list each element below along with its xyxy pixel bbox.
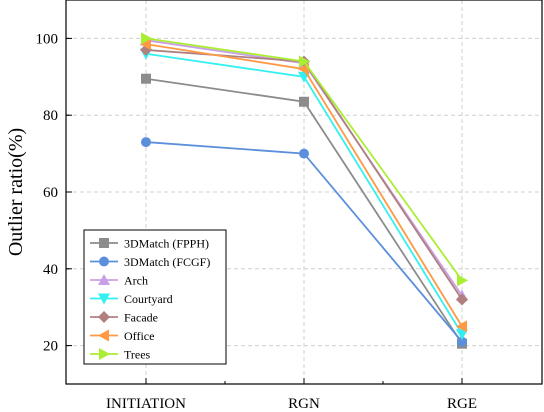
y-tick-label: 40 bbox=[43, 262, 58, 278]
data-point bbox=[299, 55, 310, 68]
legend: 3DMatch (FPPH) 3DMatch (FCGF) Arch Courtyar… bbox=[83, 229, 227, 365]
y-tick-label: 20 bbox=[43, 339, 58, 355]
series-layer bbox=[140, 32, 468, 349]
data-point bbox=[299, 148, 309, 159]
legend-label: Office bbox=[124, 329, 154, 343]
legend-marker bbox=[99, 238, 109, 248]
data-point bbox=[456, 293, 468, 306]
legend-label: 3DMatch (FCGF) bbox=[124, 255, 210, 269]
legend-label: Courtyard bbox=[124, 292, 173, 306]
x-tick-label: RGN bbox=[288, 396, 320, 412]
y-tick-label: 80 bbox=[43, 108, 58, 124]
series-trees bbox=[141, 32, 468, 287]
y-tick-label: 100 bbox=[36, 31, 59, 47]
data-point bbox=[457, 336, 467, 347]
data-point bbox=[140, 38, 151, 51]
legend-marker bbox=[98, 329, 109, 342]
legend-marker bbox=[98, 293, 110, 305]
data-point bbox=[456, 329, 468, 341]
x-tick-label: INITIATION bbox=[106, 396, 186, 412]
series-3dmatch-fcgf bbox=[141, 137, 467, 347]
legend-marker bbox=[98, 274, 110, 285]
legend-marker bbox=[99, 256, 109, 267]
legend-label: Facade bbox=[124, 311, 158, 325]
legend-label: Arch bbox=[124, 274, 148, 288]
y-axis-title: Outlier ratio(%) bbox=[5, 128, 27, 256]
data-point bbox=[457, 274, 468, 287]
y-tick-label: 60 bbox=[43, 185, 58, 201]
legend-marker bbox=[98, 311, 110, 323]
legend-marker bbox=[99, 348, 110, 360]
legend-label: Trees bbox=[124, 348, 151, 362]
x-tick-label: RGE bbox=[447, 396, 477, 412]
legend-label: 3DMatch (FPPH) bbox=[124, 237, 209, 251]
series-office bbox=[140, 38, 467, 333]
data-point bbox=[141, 137, 151, 148]
axes: 20 40 60 80 100 INITIATION RGN RGE bbox=[36, 31, 478, 412]
data-point bbox=[456, 320, 467, 333]
data-point bbox=[298, 63, 309, 76]
data-point bbox=[299, 96, 309, 107]
data-point bbox=[141, 73, 151, 84]
data-point bbox=[141, 32, 152, 45]
